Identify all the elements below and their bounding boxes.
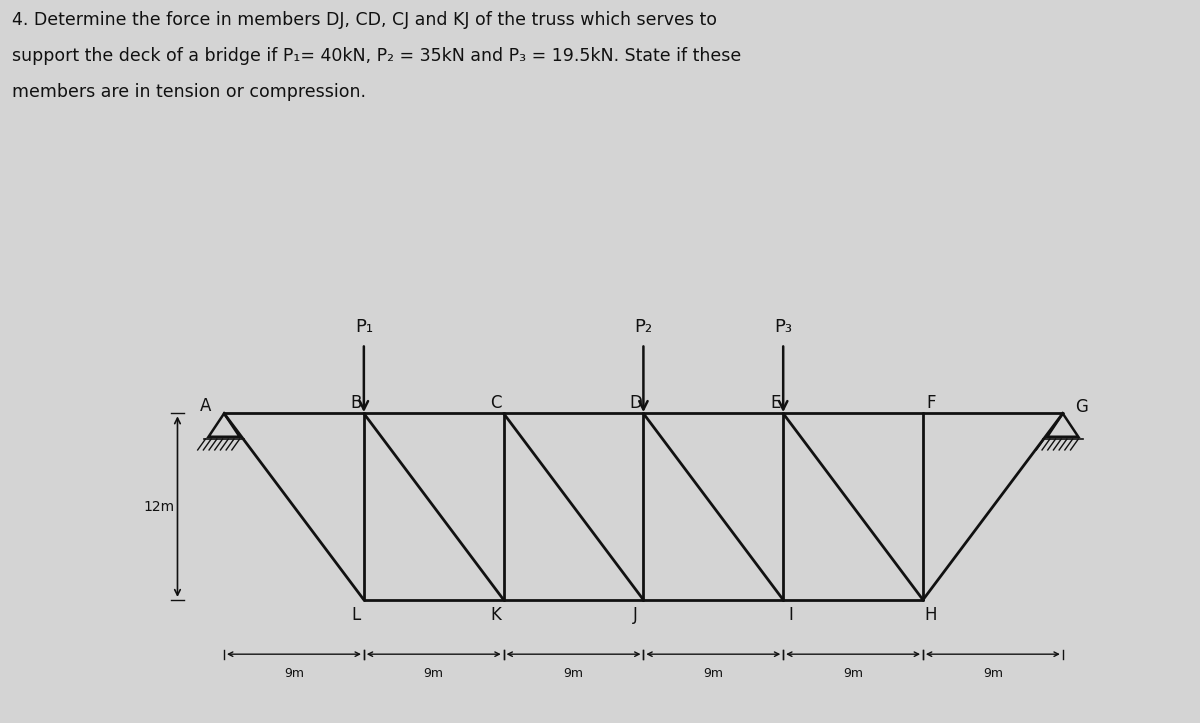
Text: J: J (634, 607, 638, 625)
Text: P₁: P₁ (355, 318, 373, 335)
Text: P₃: P₃ (774, 318, 792, 335)
Text: 9m: 9m (983, 667, 1003, 680)
Text: K: K (491, 607, 502, 625)
Text: D: D (629, 393, 642, 411)
Text: P₂: P₂ (635, 318, 653, 335)
Text: 9m: 9m (844, 667, 863, 680)
Text: E: E (770, 393, 781, 411)
Text: support the deck of a bridge if P₁= 40kN, P₂ = 35kN and P₃ = 19.5kN. State if th: support the deck of a bridge if P₁= 40kN… (12, 47, 742, 65)
Text: I: I (788, 607, 793, 625)
Text: 9m: 9m (284, 667, 304, 680)
Text: B: B (350, 393, 361, 411)
Text: F: F (926, 393, 936, 411)
Text: 9m: 9m (703, 667, 724, 680)
Text: 12m: 12m (143, 500, 174, 513)
Text: H: H (924, 607, 937, 625)
Text: 9m: 9m (564, 667, 583, 680)
Text: members are in tension or compression.: members are in tension or compression. (12, 83, 366, 101)
Text: L: L (352, 607, 361, 625)
Text: G: G (1075, 398, 1088, 416)
Text: A: A (199, 397, 211, 415)
Text: 9m: 9m (424, 667, 444, 680)
Text: C: C (490, 393, 502, 411)
Text: 4. Determine the force in members DJ, CD, CJ and KJ of the truss which serves to: 4. Determine the force in members DJ, CD… (12, 11, 718, 29)
